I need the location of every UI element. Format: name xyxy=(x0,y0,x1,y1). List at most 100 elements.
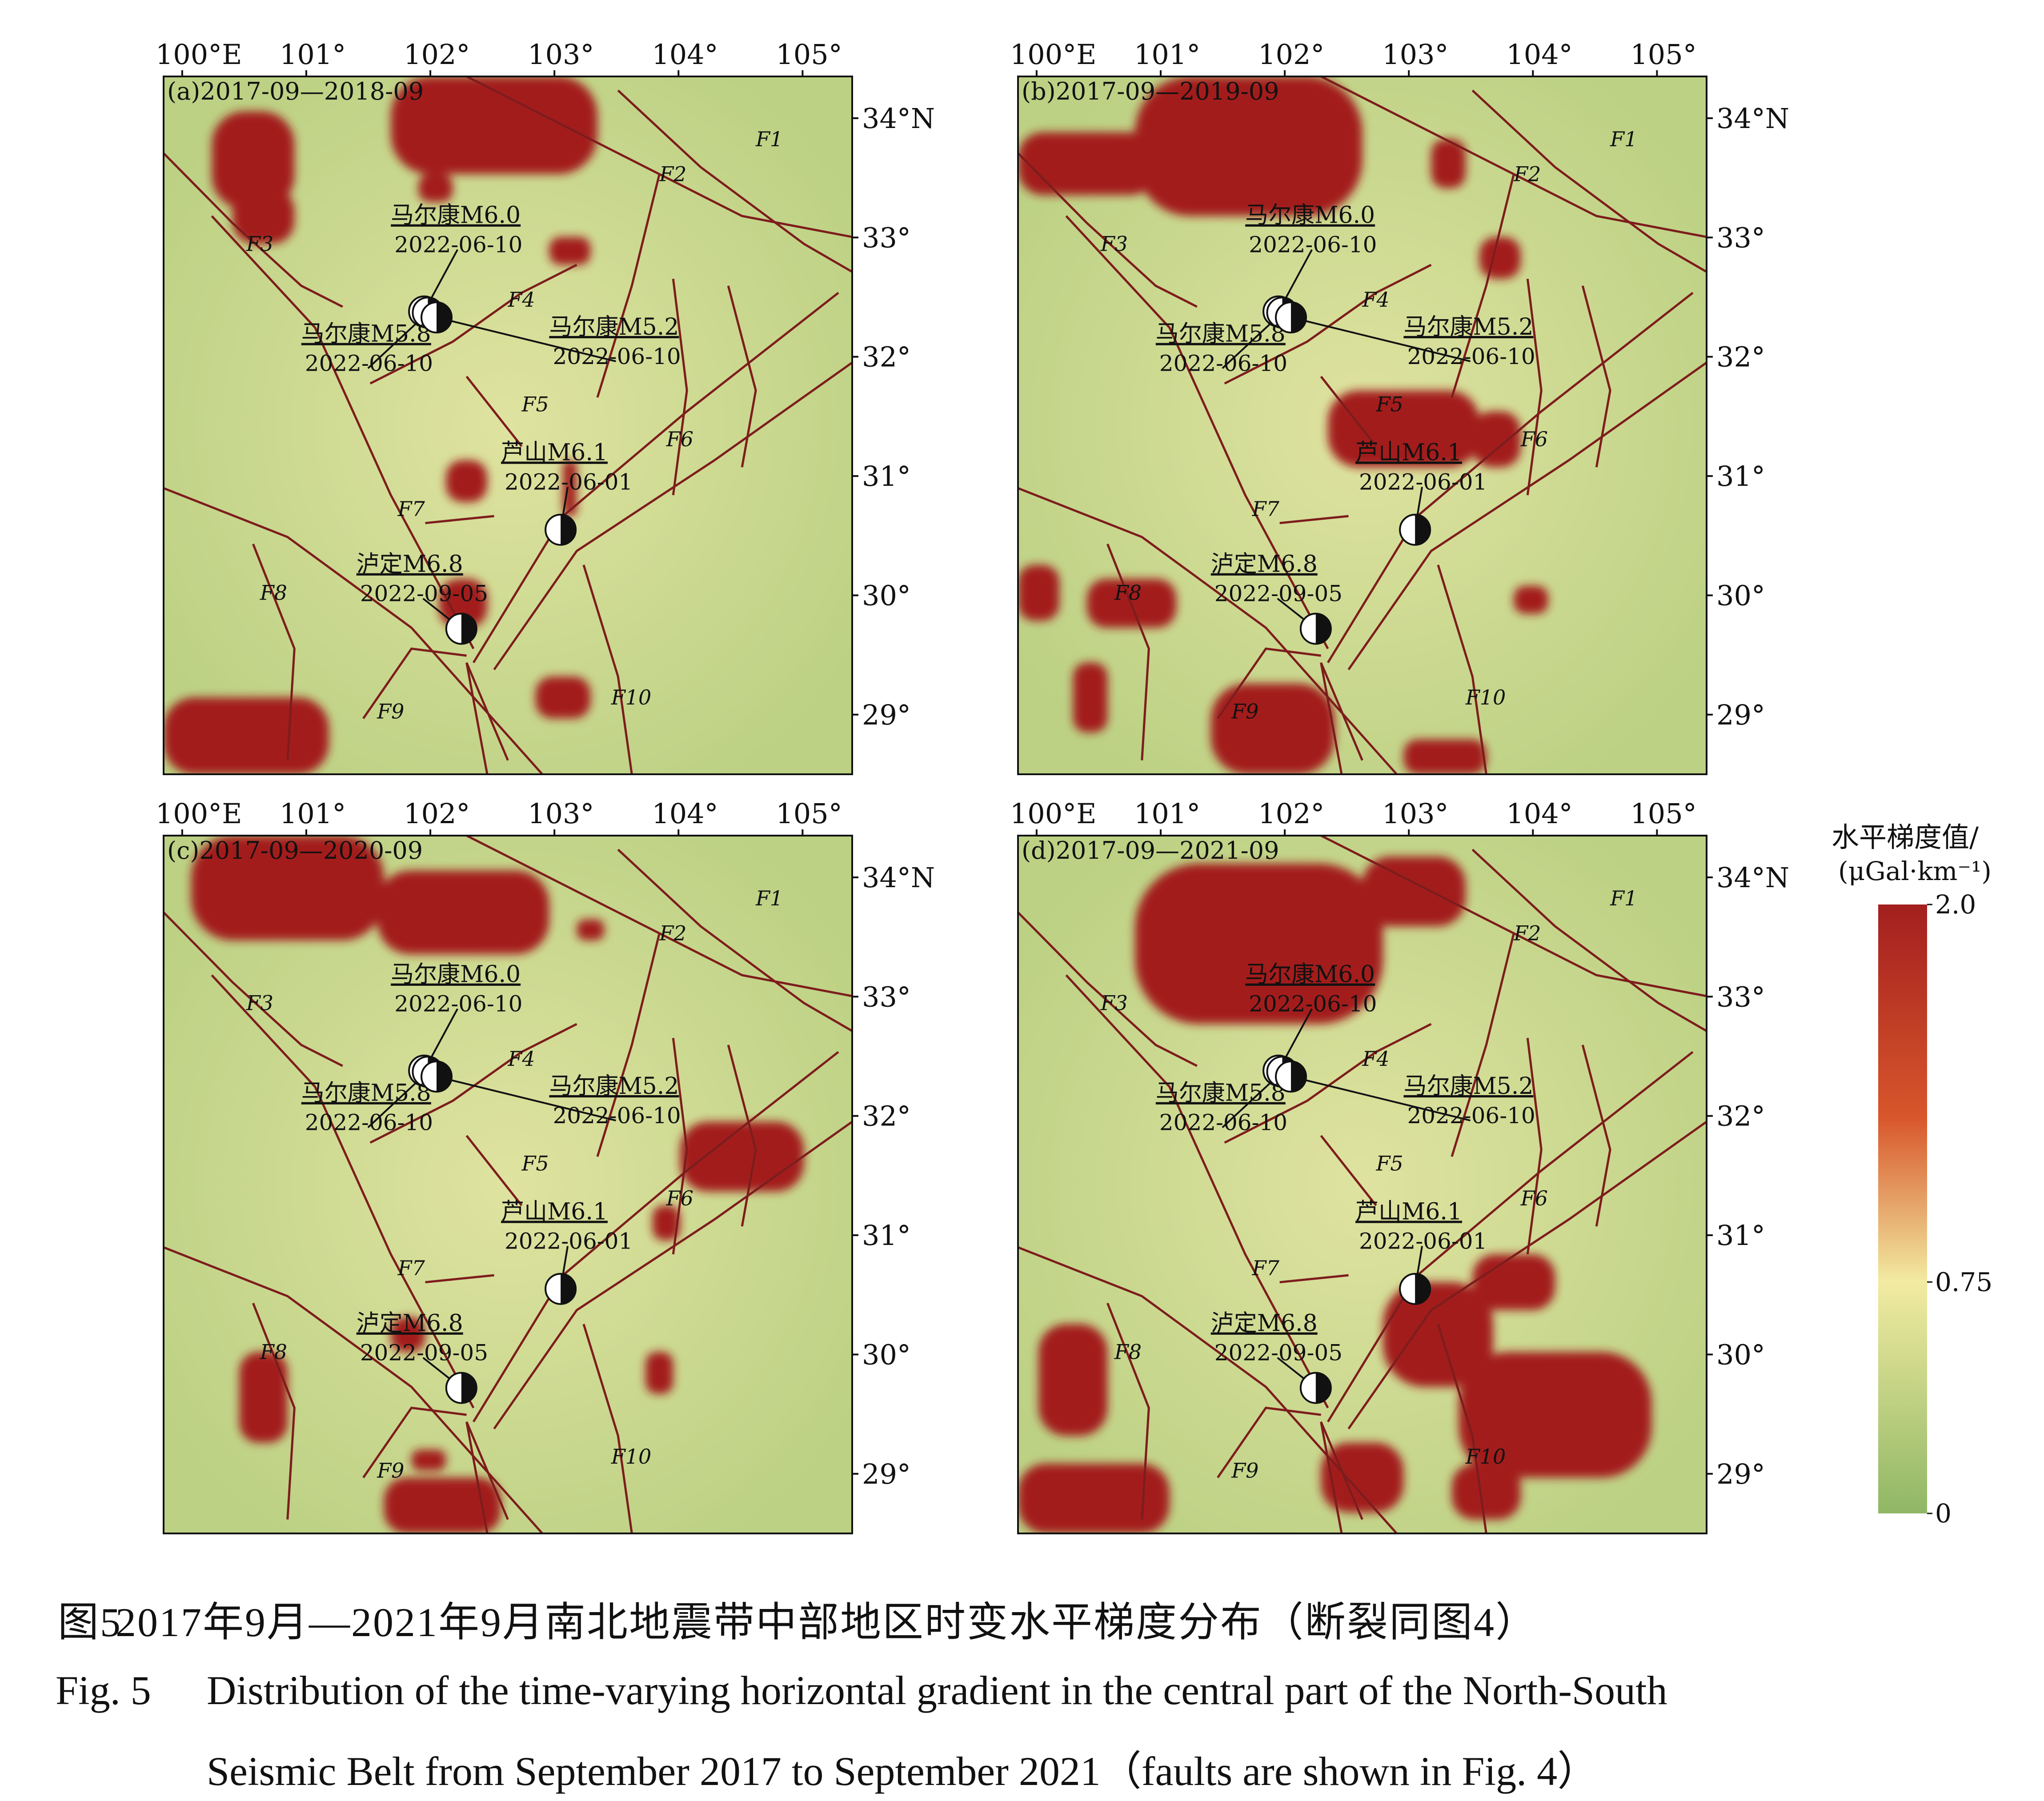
figure-caption-chinese-label: 图5 xyxy=(58,1600,122,1645)
earthquake-name: 泸定M6.8 xyxy=(357,1310,463,1337)
earthquake-name: 马尔康M5.8 xyxy=(301,321,431,348)
earthquake-date: 2022-09-05 xyxy=(360,1340,488,1366)
gradient-anomaly xyxy=(239,1352,288,1443)
earthquake-date: 2022-06-10 xyxy=(553,1103,681,1129)
gradient-anomaly xyxy=(446,460,488,502)
leader-line xyxy=(1291,316,1471,362)
gradient-anomaly xyxy=(1018,565,1059,621)
fault-line xyxy=(1347,361,1707,670)
fault-line xyxy=(1065,974,1329,1409)
lat-tick-label: 33° xyxy=(862,981,911,1013)
anomaly-field xyxy=(1018,856,1652,1533)
fault-line xyxy=(1320,1135,1377,1206)
fault-line xyxy=(1437,1324,1487,1533)
earthquake-date: 2022-06-01 xyxy=(505,1229,633,1254)
lon-tick-label: 105° xyxy=(776,797,842,830)
fault-label: F10 xyxy=(611,1445,651,1469)
fault-label: F1 xyxy=(755,127,783,151)
map-frame xyxy=(163,76,853,775)
fault-line xyxy=(252,543,296,760)
colorbar-unit: (μGal·km⁻¹) xyxy=(1838,856,1992,886)
earthquake-name: 马尔康M5.2 xyxy=(549,1073,679,1100)
fault-line xyxy=(1106,1302,1150,1520)
fault-label: F2 xyxy=(659,921,686,945)
fault-label: F3 xyxy=(246,991,273,1015)
leader-line xyxy=(1291,1076,1471,1121)
earthquake-marker: 芦山M6.1 2022-06-01 xyxy=(1355,440,1487,546)
gradient-anomaly xyxy=(1328,390,1479,468)
earthquake-date: 2022-09-05 xyxy=(1214,1340,1343,1366)
gradient-anomaly xyxy=(680,1121,804,1192)
gradient-anomaly xyxy=(411,1449,446,1471)
colorbar-tick-label: 2.0 xyxy=(1935,889,1976,920)
lat-tick-label: 32° xyxy=(1716,341,1765,373)
fault-label: F10 xyxy=(611,685,651,709)
lat-tick-label: 29° xyxy=(862,1458,911,1490)
fault-line xyxy=(211,215,475,649)
earthquake-marker: 芦山M6.1 2022-06-01 xyxy=(1355,1199,1487,1305)
earthquake-name: 芦山M6.1 xyxy=(1355,1199,1462,1225)
focal-mechanism-fill xyxy=(1315,613,1331,644)
earthquake-date: 2022-09-05 xyxy=(360,581,488,607)
fault-label: F8 xyxy=(1114,1340,1142,1364)
earthquake-date: 2022-06-01 xyxy=(1359,469,1487,495)
fault-label: F4 xyxy=(1362,288,1390,312)
lat-tick-label: 32° xyxy=(1716,1100,1765,1133)
earthquake-date: 2022-06-10 xyxy=(1159,351,1287,376)
lon-tick-label: 103° xyxy=(528,38,594,71)
earthquake-marker: 马尔康M5.2 2022-06-10 xyxy=(1275,1061,1535,1129)
gradient-anomaly xyxy=(1210,683,1335,774)
earthquake-marker: 泸定M6.8 2022-09-05 xyxy=(1211,1310,1343,1404)
earthquake-name: 马尔康M5.8 xyxy=(301,1080,431,1107)
fault-line xyxy=(211,974,475,1409)
gradient-anomaly xyxy=(1451,1464,1521,1520)
earthquake-name: 马尔康M6.0 xyxy=(1245,202,1375,229)
lon-tick-label: 100°E xyxy=(1010,797,1097,830)
lat-tick-label: 29° xyxy=(862,699,911,731)
gradient-anomaly xyxy=(1472,1254,1555,1310)
earthquake-date: 2022-06-10 xyxy=(305,351,433,376)
fault-line xyxy=(1217,1406,1321,1478)
lon-tick-label: 105° xyxy=(1630,38,1696,71)
lon-tick-label: 103° xyxy=(528,797,594,830)
map-frame xyxy=(163,835,853,1534)
fault-line xyxy=(727,285,757,468)
earthquake-marker: 泸定M6.8 2022-09-05 xyxy=(357,1310,488,1404)
colorbar xyxy=(1878,905,1927,1513)
earthquake-name: 马尔康M5.2 xyxy=(549,314,679,340)
focal-mechanism-fill xyxy=(1415,514,1431,545)
lon-tick-label: 103° xyxy=(1382,797,1448,830)
earthquake-date: 2022-06-01 xyxy=(505,469,633,495)
fault-label: F4 xyxy=(508,288,535,312)
earthquake-marker: 马尔康M5.2 2022-06-10 xyxy=(421,301,681,369)
gradient-anomaly xyxy=(164,697,329,774)
lat-tick-label: 30° xyxy=(862,1338,911,1371)
fault-label: F4 xyxy=(1362,1047,1390,1071)
fault-label: F9 xyxy=(1231,1458,1258,1482)
fault-line xyxy=(1471,89,1707,273)
gradient-anomaly xyxy=(418,174,453,202)
fault-label: F9 xyxy=(377,1458,404,1482)
fault-line xyxy=(1471,848,1707,1032)
gradient-anomaly xyxy=(535,676,591,719)
fault-label: F1 xyxy=(1610,886,1637,910)
lon-tick-label: 100°E xyxy=(156,38,242,71)
fault-line xyxy=(1106,543,1150,760)
earthquake-date: 2022-09-05 xyxy=(1214,581,1343,607)
lat-tick-label: 29° xyxy=(1716,699,1765,731)
gradient-anomaly xyxy=(645,1352,673,1394)
fault-line xyxy=(1224,1023,1432,1144)
fault-label: F1 xyxy=(1610,127,1637,151)
fault-line xyxy=(362,647,467,719)
earthquake-date: 2022-06-10 xyxy=(1159,1110,1287,1136)
fault-line xyxy=(1320,836,1707,997)
lon-tick-label: 100°E xyxy=(1010,38,1097,71)
focal-mechanism-fill xyxy=(1291,1061,1307,1092)
fault-line xyxy=(1320,1421,1363,1520)
earthquake-date: 2022-06-10 xyxy=(1249,991,1377,1017)
fault-line xyxy=(466,836,852,997)
fault-line xyxy=(672,278,688,496)
fault-line xyxy=(582,564,633,774)
lon-tick-label: 102° xyxy=(404,38,470,71)
earthquake-marker: 马尔康M5.8 2022-06-10 xyxy=(301,1056,444,1136)
